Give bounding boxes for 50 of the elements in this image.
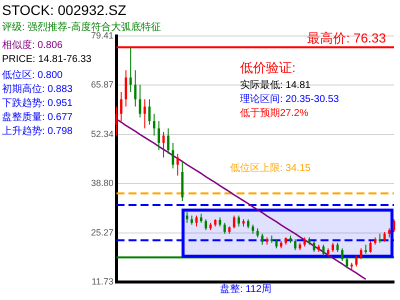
candlestick [256,228,259,238]
annotation: 低价验证: [240,60,296,75]
candlestick [294,238,296,251]
candlestick [176,153,179,176]
annotation: 实际最低: 14.81 [240,80,311,92]
candlestick [200,213,202,224]
candlestick [238,215,240,227]
candlestick [134,70,137,108]
candlestick [232,215,236,229]
candlestick [224,222,226,234]
text: 低位区: 0.800 [2,70,63,82]
candlestick [158,120,160,151]
y-tick-label: 52.34 [90,128,114,139]
chart-title: STOCK: 002932.SZ [2,2,126,18]
y-tick-label: 65.87 [90,80,114,90]
candlestick [275,238,278,249]
candlestick [247,218,250,229]
ref-line-label: 最高价: 76.33 [307,30,386,46]
text: 相似度: 0.806 [2,40,63,52]
candlestick [355,255,358,267]
text: 评级: 强烈推荐-高度符合大弧底特征 [2,22,161,33]
candlestick [378,233,382,244]
candlestick [261,233,264,246]
candlestick [364,244,367,254]
text: 盘整: 112周 [220,284,272,296]
candlestick [167,128,170,154]
candlestick [120,92,122,122]
candlestick [144,98,146,129]
annotation: 低于预期27.2% [240,108,308,120]
text: PRICE: 14.81-76.33 [2,54,92,66]
y-tick-label: 25.27 [90,227,114,238]
text: 盘整质量: 0.677 [2,112,73,124]
candlestick [204,218,208,231]
candlestick [129,46,132,93]
candlestick [252,224,254,234]
candlestick [360,248,362,260]
candlestick [303,236,306,247]
candlestick [383,231,386,242]
y-tick-label: 11.73 [92,276,114,286]
candlestick [152,113,156,136]
y-tick-label: 79.41 [90,30,114,40]
candlestick [388,228,390,238]
candlestick [332,242,334,252]
text: 下跌趋势: 0.951 [2,98,73,110]
annotation: 低位区上限: 34.15 [230,163,311,175]
y-tick-label: 38.80 [90,178,114,188]
candlestick [190,215,193,226]
annotation: 理论区间: 20.35-30.53 [240,94,339,106]
text: 初期高位: 0.883 [2,84,73,96]
text: 上升趋势: 0.798 [2,126,73,138]
